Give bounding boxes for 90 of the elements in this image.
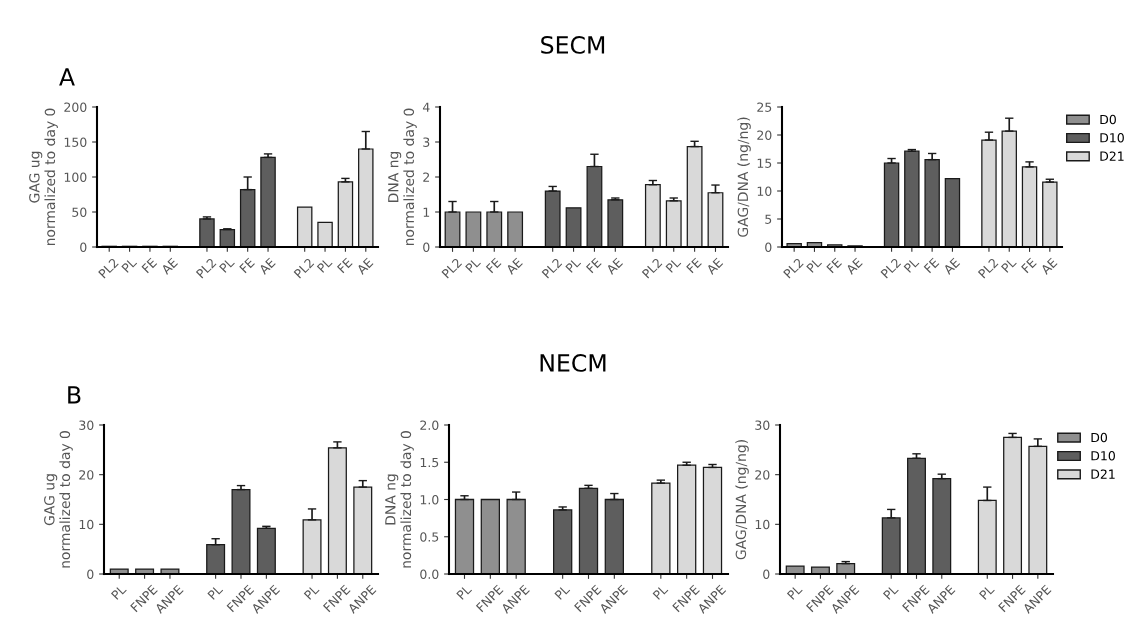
x-tick-label: FE [336,257,353,274]
legend-label: D10 [1091,451,1115,461]
y-tick-label: 25 [757,102,772,112]
x-tick-label: PL2 [880,257,902,279]
y-tick-label: 100 [64,172,87,182]
legend-label: D21 [1091,469,1115,479]
y-tick-label: 10 [757,186,772,196]
y-tick-label: 10 [79,519,94,530]
y-tick-label: 10 [755,519,770,530]
x-tick-label: PL [882,584,899,600]
y-tick-label: 2.0 [420,420,439,430]
y-axis-title: DNA ng normalized to day 0 [388,108,417,246]
y-tick-label: 0 [87,569,94,579]
x-tick-label: PL [303,584,320,600]
x-tick-label: PL2 [293,257,315,279]
y-tick-label: 4 [422,102,430,112]
x-tick-label: PL [652,584,669,600]
x-tick-label: FE [1021,257,1037,274]
y-axis-title: GAG ug normalized to day 0 [29,108,58,246]
x-tick-label: PL [786,584,803,600]
legend-label: D0 [1100,114,1116,125]
x-tick-label: FE [585,257,602,274]
x-tick-label: PL [121,257,138,273]
y-tick-label: 1.0 [420,494,439,505]
y-tick-label: 3 [423,137,430,147]
x-tick-label: PL2 [195,257,217,279]
x-tick-label: FE [686,257,702,274]
y-tick-label: 20 [755,470,770,480]
x-tick-label: FE [923,257,940,274]
y-tick-label: 50 [72,207,87,217]
x-tick-label: FE [239,257,255,274]
x-tick-label: PL [554,584,571,600]
x-tick-label: PL [565,257,582,273]
x-tick-label: PL [806,257,822,273]
x-tick-label: PL2 [441,257,463,279]
y-axis-title: GAG/DNA (ng/ng) [735,440,749,560]
x-tick-label: AE [942,257,961,275]
x-tick-label: AE [258,257,276,275]
x-tick-label: PL [456,584,473,600]
y-tick-label: 0 [763,569,770,579]
y-tick-label: 0.0 [420,569,439,579]
x-tick-label: FE [141,257,158,274]
x-tick-label: PL [316,257,333,273]
x-tick-label: PL [1000,257,1017,273]
x-tick-label: PL [219,257,235,273]
x-tick-label: FE [485,257,502,274]
y-tick-label: 150 [64,137,87,147]
legend-label: D21 [1100,151,1124,161]
x-tick-label: PL2 [782,257,804,279]
y-axis-title: GAG/DNA (ng/ng) [737,117,751,237]
y-tick-label: 5 [765,214,772,224]
y-tick-label: 0 [423,242,430,252]
y-tick-label: 0 [765,242,772,252]
y-tick-label: 15 [757,158,772,168]
text: SECM [541,35,605,54]
x-tick-label: PL [979,584,995,600]
x-tick-label: PL [665,257,682,273]
x-tick-label: PL2 [977,257,999,279]
y-axis-title: DNA ng normalized to day 0 [385,431,414,568]
legend-label: D0 [1091,432,1108,443]
text: NECM [540,353,606,372]
y-tick-label: 1.5 [420,457,439,468]
x-tick-label: AE [605,257,623,275]
y-tick-label: 0.5 [420,532,439,542]
y-tick-label: 2 [423,172,430,182]
x-tick-label: FE [826,257,842,274]
y-axis-title: GAG ug normalized to day 0 [44,431,73,568]
x-tick-label: AE [356,257,374,275]
legend-label: D10 [1100,133,1124,143]
y-tick-label: 30 [79,420,94,430]
x-tick-label: PL2 [541,257,563,279]
y-tick-label: 0 [80,242,87,252]
text: B [68,386,81,404]
x-tick-label: PL [903,257,920,273]
x-tick-label: AE [160,257,178,275]
x-tick-label: PL [207,584,224,600]
text: A [59,68,75,86]
x-tick-label: AE [705,257,724,275]
x-tick-label: PL [110,584,127,600]
y-tick-label: 30 [755,420,770,430]
x-tick-label: AE [505,257,523,275]
y-tick-label: 20 [757,130,772,140]
x-tick-label: AE [1040,257,1058,275]
x-tick-label: PL2 [641,257,663,279]
y-tick-label: 20 [79,470,94,480]
x-tick-label: PL [465,257,481,273]
x-tick-label: AE [845,257,863,275]
x-tick-label: PL2 [98,257,119,279]
y-tick-label: 1 [423,207,430,217]
y-tick-label: 200 [64,102,87,112]
